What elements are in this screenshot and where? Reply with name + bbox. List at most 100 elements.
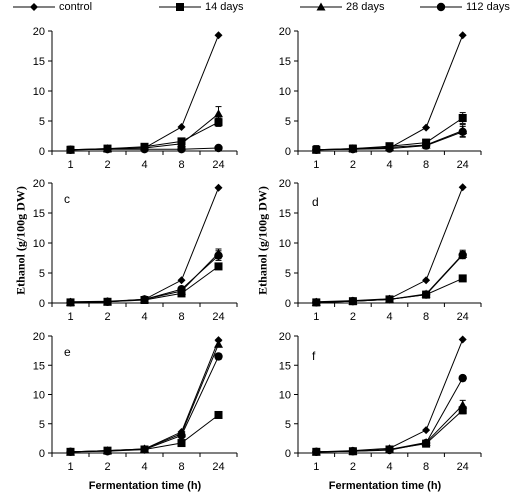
point-112-days [458, 127, 467, 136]
point-112-days [348, 145, 358, 154]
point-control [422, 276, 431, 285]
point-28-days [177, 139, 186, 148]
y-tick-label: 0 [39, 448, 45, 460]
point-control [214, 31, 223, 40]
y-tick-label: 0 [285, 146, 291, 158]
x-tick-label: 4 [141, 461, 147, 473]
series-line-control [316, 187, 464, 303]
x-tick-label: 4 [141, 159, 147, 171]
y-tick-label: 10 [279, 238, 291, 250]
legend-14-days: 14 days [157, 0, 277, 16]
series-line-28-days [70, 343, 219, 453]
y-tick-label: 20 [279, 178, 291, 190]
series-line-control [70, 187, 219, 303]
legend-control: control [11, 0, 131, 16]
x-tick-label: 8 [178, 311, 184, 323]
point-control [177, 276, 186, 285]
point-112-days [103, 447, 112, 456]
point-14-days [177, 439, 186, 448]
point-28-days [214, 339, 223, 348]
y-tick-label: 10 [279, 86, 291, 98]
x-axis-label-right: Fermentation time (h) [328, 480, 442, 492]
point-112-days [385, 295, 394, 304]
x-tick-label: 8 [178, 461, 184, 473]
y-tick-label: 10 [33, 390, 45, 402]
panel-label: e [64, 345, 71, 359]
legend-control-marker [13, 3, 55, 11]
y-tick-label: 15 [279, 360, 291, 372]
legend-label: 112 days [466, 1, 510, 13]
point-28-days [214, 109, 223, 118]
y-tick-label: 20 [279, 26, 291, 38]
y-tick-label: 0 [39, 146, 45, 158]
x-tick-label: 2 [104, 159, 110, 171]
x-tick-label: 1 [67, 159, 73, 171]
x-tick-label: 4 [141, 311, 147, 323]
point-112-days [66, 145, 75, 154]
y-tick-label: 15 [33, 56, 45, 68]
point-14-days [458, 406, 467, 415]
x-tick-label: 2 [104, 311, 110, 323]
point-control [177, 123, 186, 131]
point-28-days [458, 400, 468, 409]
y-tick-label: 5 [39, 419, 45, 431]
point-112-days [421, 438, 431, 448]
series-line-112-days [70, 356, 219, 453]
x-axis-label-left: Fermentation time (h) [88, 480, 202, 492]
y-tick-label: 5 [285, 116, 291, 128]
point-control [422, 426, 431, 435]
legend-112-days: 112 days [418, 0, 530, 16]
point-112-days [385, 144, 394, 153]
point-112-days [458, 373, 467, 383]
x-tick-label: 1 [313, 461, 319, 473]
legend-label: 14 days [205, 1, 244, 13]
x-tick-label: 8 [423, 461, 429, 473]
point-112-days [214, 352, 223, 361]
y-tick-label: 15 [33, 208, 45, 220]
point-112-days [421, 141, 431, 150]
y-tick-label: 5 [39, 268, 45, 280]
point-14-days [214, 118, 223, 127]
point-112-days [66, 447, 75, 457]
y-tick-label: 15 [279, 56, 291, 68]
x-tick-label: 8 [423, 311, 429, 323]
point-112-days [140, 295, 149, 304]
point-control [422, 123, 431, 132]
x-tick-label: 4 [386, 159, 392, 171]
point-112-days [458, 250, 467, 260]
point-14-days [214, 262, 223, 271]
legend-28-days: 28 days [298, 0, 418, 16]
x-tick-label: 24 [212, 461, 224, 473]
series-line-control [70, 339, 219, 453]
point-112-days [66, 298, 75, 307]
point-112-days [348, 297, 358, 306]
x-tick-label: 1 [67, 461, 73, 473]
point-14-days [214, 410, 223, 419]
legend-label: 28 days [346, 1, 385, 13]
y-tick-label: 5 [285, 419, 291, 431]
y-tick-label: 15 [279, 208, 291, 220]
panel-label: d [312, 195, 319, 209]
panel-label: c [64, 192, 70, 206]
point-112-days [348, 447, 358, 456]
point-112-days [140, 145, 149, 154]
x-tick-label: 24 [212, 311, 224, 323]
y-tick-label: 10 [33, 238, 45, 250]
point-control [458, 335, 467, 344]
y-axis-label-left: Ethanol (g/100g DW) [13, 186, 28, 295]
point-112-days [385, 445, 394, 455]
panel-label: f [312, 349, 316, 363]
x-tick-label: 24 [457, 159, 469, 171]
x-tick-label: 8 [178, 159, 184, 171]
point-112-days [103, 297, 112, 306]
point-112-days [214, 143, 223, 153]
point-112-days [312, 447, 321, 457]
y-tick-label: 20 [33, 331, 45, 343]
point-112-days [103, 145, 112, 154]
x-tick-label: 24 [457, 311, 469, 323]
y-tick-label: 0 [39, 298, 45, 310]
